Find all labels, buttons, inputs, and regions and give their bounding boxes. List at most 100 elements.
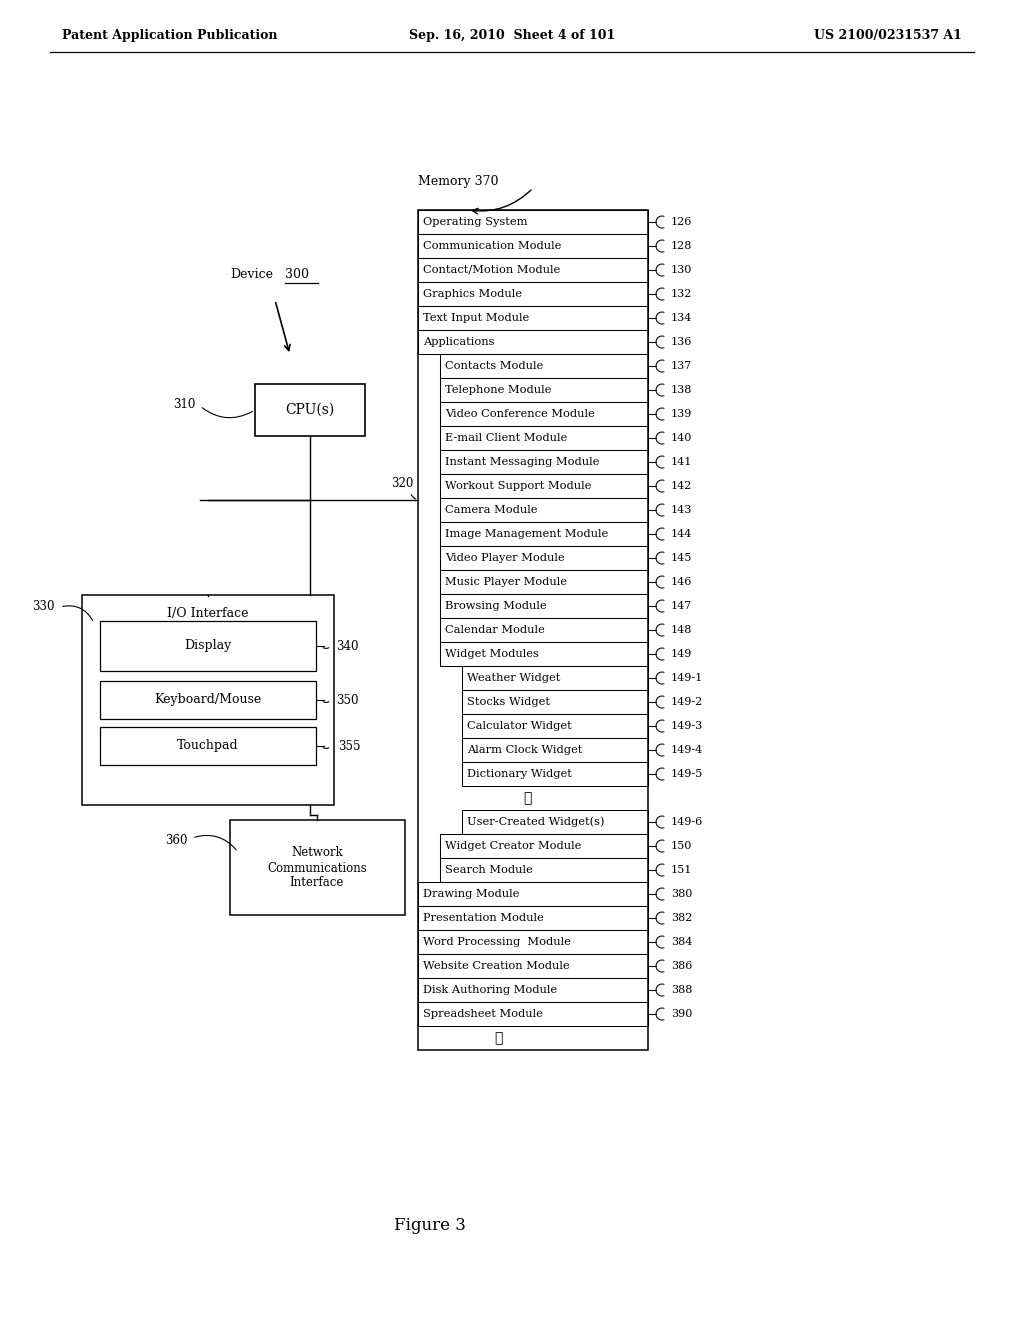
Text: 134: 134 [671,313,692,323]
Text: 141: 141 [671,457,692,467]
Text: Operating System: Operating System [423,216,527,227]
Bar [462,762,648,785]
Bar [418,282,648,306]
Text: Sep. 16, 2010  Sheet 4 of 101: Sep. 16, 2010 Sheet 4 of 101 [409,29,615,41]
Bar [418,330,648,354]
Bar [440,426,648,450]
Text: Alarm Clock Widget: Alarm Clock Widget [467,744,583,755]
Text: Telephone Module: Telephone Module [445,385,551,395]
Text: Video Conference Module: Video Conference Module [445,409,595,418]
Text: 138: 138 [671,385,692,395]
Text: 149-1: 149-1 [671,673,703,682]
Text: 126: 126 [671,216,692,227]
Text: 384: 384 [671,937,692,946]
Text: Instant Messaging Module: Instant Messaging Module [445,457,599,467]
Text: 146: 146 [671,577,692,587]
Bar [462,738,648,762]
Text: 149-3: 149-3 [671,721,703,731]
Text: ⋮: ⋮ [495,1031,503,1045]
Bar [418,954,648,978]
Bar [440,594,648,618]
Text: US 2100/0231537 A1: US 2100/0231537 A1 [814,29,962,41]
Text: I/O Interface: I/O Interface [167,606,249,619]
Text: 137: 137 [671,360,692,371]
Text: Camera Module: Camera Module [445,506,538,515]
Text: Image Management Module: Image Management Module [445,529,608,539]
Text: 340: 340 [336,639,358,652]
Text: Contacts Module: Contacts Module [445,360,544,371]
Bar [418,234,648,257]
Text: Spreadsheet Module: Spreadsheet Module [423,1008,543,1019]
Text: 149-2: 149-2 [671,697,703,708]
Text: 330: 330 [33,601,55,614]
Text: Video Player Module: Video Player Module [445,553,564,564]
Bar [100,681,316,719]
Text: Widget Modules: Widget Modules [445,649,539,659]
Bar [418,210,648,1049]
Text: 355: 355 [338,739,360,752]
Bar [440,474,648,498]
Text: Search Module: Search Module [445,865,532,875]
Bar [440,618,648,642]
Text: Keyboard/Mouse: Keyboard/Mouse [155,693,261,706]
Text: 142: 142 [671,480,692,491]
Bar [440,858,648,882]
Text: Widget Creator Module: Widget Creator Module [445,841,582,851]
Bar [230,820,406,915]
Text: 149-4: 149-4 [671,744,703,755]
Bar [418,906,648,931]
Text: 150: 150 [671,841,692,851]
Bar [100,727,316,766]
Text: 151: 151 [671,865,692,875]
Text: 130: 130 [671,265,692,275]
Text: 140: 140 [671,433,692,444]
Text: 148: 148 [671,624,692,635]
Bar [440,378,648,403]
Text: Graphics Module: Graphics Module [423,289,522,300]
Bar [418,882,648,906]
Text: Weather Widget: Weather Widget [467,673,560,682]
Text: Browsing Module: Browsing Module [445,601,547,611]
Bar [440,354,648,378]
Bar [440,521,648,546]
Text: 386: 386 [671,961,692,972]
Text: E-mail Client Module: E-mail Client Module [445,433,567,444]
Text: Contact/Motion Module: Contact/Motion Module [423,265,560,275]
Text: Stocks Widget: Stocks Widget [467,697,550,708]
Bar [462,810,648,834]
Text: 128: 128 [671,242,692,251]
Text: ⋮: ⋮ [523,791,531,805]
Bar [440,642,648,667]
Text: 145: 145 [671,553,692,564]
Text: Device: Device [230,268,273,281]
Text: Dictionary Widget: Dictionary Widget [467,770,571,779]
Bar [418,1002,648,1026]
Bar [82,595,334,805]
Bar [440,450,648,474]
Bar [440,570,648,594]
Text: Memory 370: Memory 370 [418,176,499,189]
Text: Presentation Module: Presentation Module [423,913,544,923]
Text: 390: 390 [671,1008,692,1019]
Text: Communication Module: Communication Module [423,242,561,251]
Text: 136: 136 [671,337,692,347]
Text: Drawing Module: Drawing Module [423,888,519,899]
Text: Calculator Widget: Calculator Widget [467,721,571,731]
Bar [462,667,648,690]
Text: User-Created Widget(s): User-Created Widget(s) [467,817,604,828]
Text: CPU(s): CPU(s) [286,403,335,417]
Bar [418,257,648,282]
Bar [462,714,648,738]
Bar [418,978,648,1002]
Text: 388: 388 [671,985,692,995]
Bar [462,690,648,714]
Text: Word Processing  Module: Word Processing Module [423,937,570,946]
Text: Figure 3: Figure 3 [394,1217,466,1233]
Text: 143: 143 [671,506,692,515]
Text: Patent Application Publication: Patent Application Publication [62,29,278,41]
Text: Workout Support Module: Workout Support Module [445,480,592,491]
Bar [418,210,648,234]
Text: Display: Display [184,639,231,652]
Text: 360: 360 [166,833,188,846]
Text: Website Creation Module: Website Creation Module [423,961,569,972]
